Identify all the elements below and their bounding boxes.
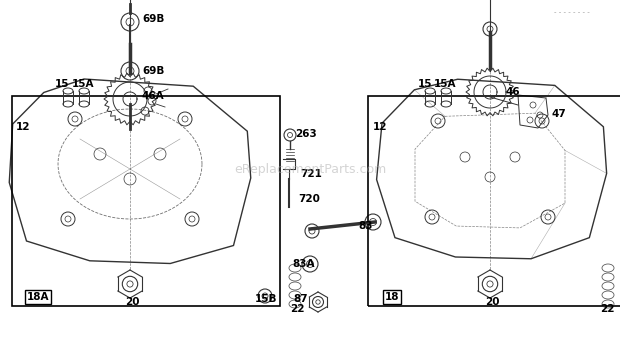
Text: 47: 47 bbox=[552, 109, 567, 119]
Text: 15: 15 bbox=[55, 79, 69, 89]
Text: 69B: 69B bbox=[142, 14, 164, 24]
Bar bbox=[12, 96, 280, 306]
Text: eReplacementParts.com: eReplacementParts.com bbox=[234, 162, 386, 175]
Text: 22: 22 bbox=[600, 304, 614, 314]
Text: 15A: 15A bbox=[434, 79, 456, 89]
Text: 87: 87 bbox=[293, 294, 308, 304]
Text: 20: 20 bbox=[125, 297, 140, 307]
Text: 15B: 15B bbox=[255, 294, 278, 304]
Text: 22: 22 bbox=[290, 304, 304, 314]
Text: 20: 20 bbox=[485, 297, 500, 307]
Text: 69B: 69B bbox=[142, 66, 164, 76]
Text: 721: 721 bbox=[300, 169, 322, 179]
Text: 12: 12 bbox=[16, 122, 30, 132]
Text: 15: 15 bbox=[418, 79, 433, 89]
Text: 12: 12 bbox=[373, 122, 388, 132]
Text: 46A: 46A bbox=[142, 91, 165, 101]
Text: 720: 720 bbox=[298, 194, 320, 204]
Text: 18: 18 bbox=[385, 292, 399, 302]
Text: 46: 46 bbox=[505, 87, 520, 97]
Text: 83A: 83A bbox=[292, 259, 314, 269]
Text: 15A: 15A bbox=[72, 79, 94, 89]
Text: 18A: 18A bbox=[27, 292, 49, 302]
Text: 263: 263 bbox=[295, 129, 317, 139]
Text: - - - - - - - -: - - - - - - - - bbox=[554, 9, 590, 15]
Bar bbox=[368, 96, 620, 306]
Text: 83: 83 bbox=[358, 221, 373, 231]
